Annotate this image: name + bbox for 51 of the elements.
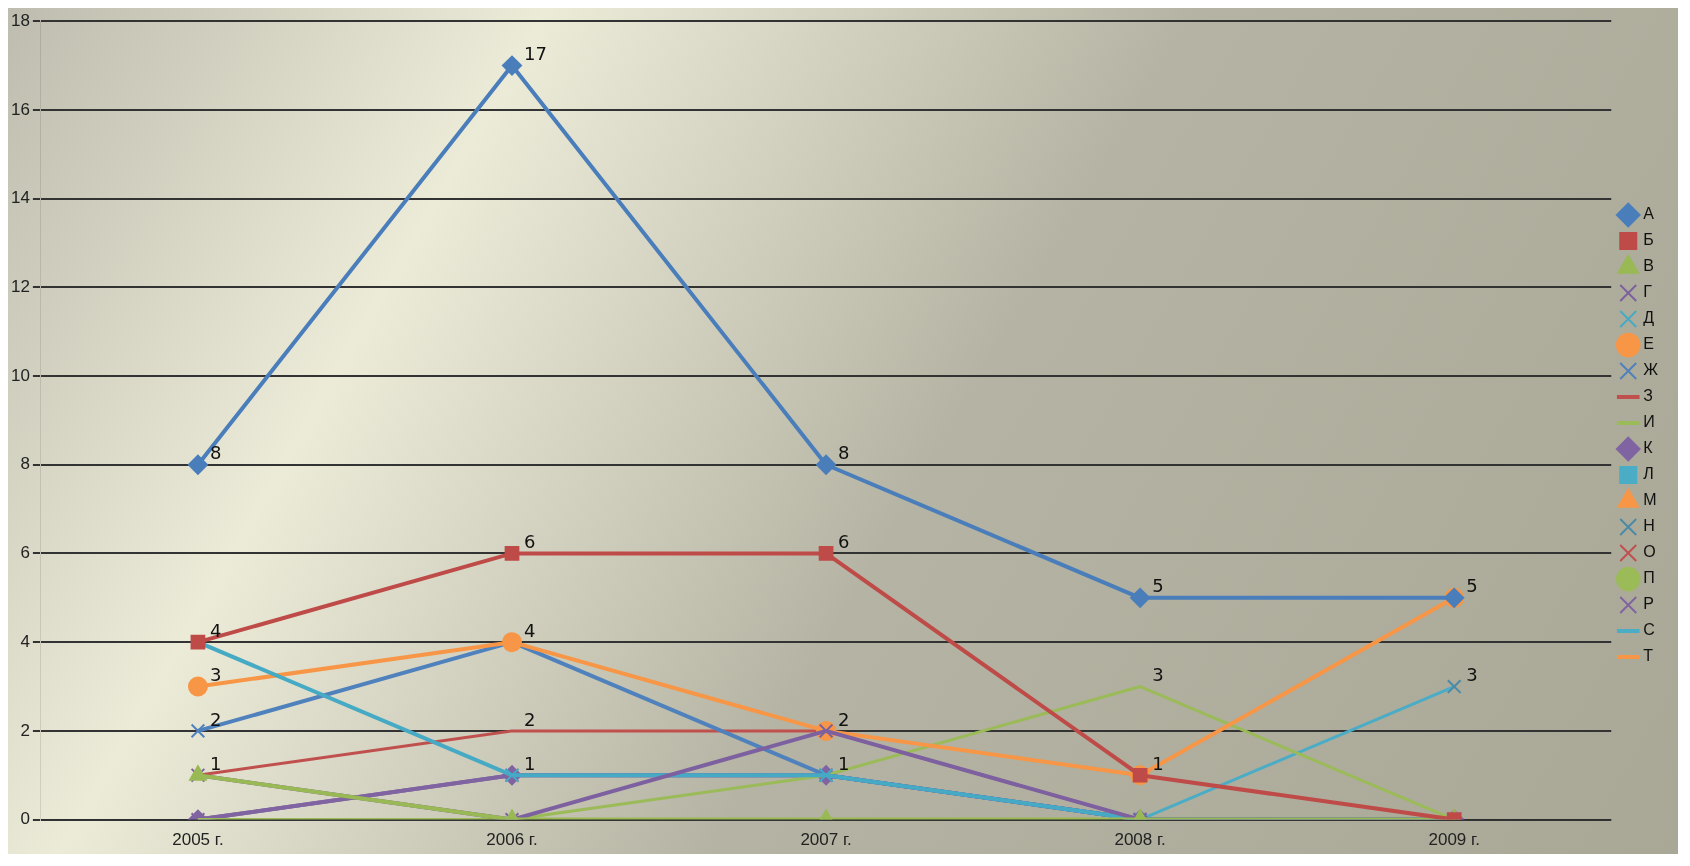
y-tick-label: 8 (20, 454, 30, 474)
legend-label: В (1643, 257, 1654, 275)
legend-label: А (1643, 205, 1655, 223)
data-label: 2 (838, 708, 850, 730)
data-label: 5 (1466, 575, 1478, 597)
x-tick-label: 2005 г. (172, 830, 224, 850)
data-label: 3 (1466, 664, 1478, 686)
y-tick-label: 2 (20, 720, 30, 740)
data-label: 1 (838, 752, 850, 774)
legend-label: Н (1643, 517, 1655, 535)
legend-label: С (1643, 621, 1655, 639)
legend-label: И (1643, 413, 1655, 431)
data-label: 4 (524, 619, 536, 641)
legend-label: Л (1643, 465, 1654, 483)
legend-label: П (1643, 569, 1655, 587)
data-label: 17 (524, 43, 547, 65)
legend-label: М (1643, 491, 1657, 509)
x-tick-label: 2006 г. (486, 830, 538, 850)
data-label: 2 (524, 708, 536, 730)
y-tick-label: 6 (20, 543, 30, 563)
legend-label: Б (1643, 231, 1654, 249)
x-tick-label: 2009 г. (1428, 830, 1480, 850)
legend-label: О (1643, 543, 1656, 561)
data-label: 6 (838, 531, 850, 553)
legend-label: К (1643, 439, 1654, 457)
y-tick-label: 10 (10, 365, 30, 385)
data-label: 8 (209, 442, 222, 464)
y-tick-label: 12 (10, 277, 30, 297)
data-label: 8 (838, 442, 850, 464)
x-tick-label: 2007 г. (800, 830, 852, 850)
legend-label: З (1643, 387, 1653, 405)
legend-label: Е (1643, 335, 1654, 353)
data-label: 5 (1152, 575, 1164, 597)
legend-label: Г (1643, 283, 1653, 301)
y-tick-label: 18 (10, 10, 30, 30)
y-tick-label: 14 (10, 188, 30, 208)
data-label: 1 (209, 752, 222, 774)
data-label: 1 (524, 752, 536, 774)
data-label: 3 (209, 664, 222, 686)
legend-label: Р (1643, 595, 1654, 613)
legend-label: Ж (1643, 361, 1659, 379)
legend-label: Т (1643, 647, 1654, 665)
y-tick-label: 16 (10, 99, 30, 119)
legend-label: Д (1643, 309, 1655, 327)
data-label: 1 (1152, 752, 1164, 774)
data-label: 6 (524, 531, 536, 553)
y-tick-label: 4 (20, 631, 30, 651)
y-tick-label: 0 (20, 809, 30, 829)
data-label: 3 (1152, 664, 1164, 686)
data-label: 2 (209, 708, 222, 730)
x-tick-label: 2008 г. (1114, 830, 1166, 850)
